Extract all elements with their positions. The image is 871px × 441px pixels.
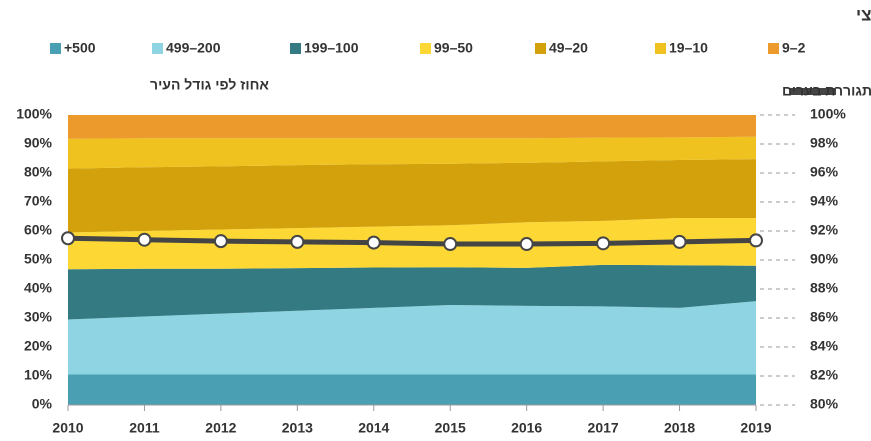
legend-label: 9–2 [782,40,806,56]
area [68,374,756,405]
legend-label: 499–200 [166,40,221,56]
legend-label: 199–100 [304,40,359,56]
y2-tick-label: 98% [810,135,839,151]
legend-label: +500 [64,40,96,56]
x-tick-label: 2017 [588,420,619,436]
point [749,233,763,248]
point [519,237,534,252]
y-tick-label: 10% [24,367,53,383]
legend-swatch [420,43,431,54]
x-tick-label: 2016 [511,420,542,436]
y-tick-label: 20% [24,338,53,354]
x-tick-label: 2011 [129,420,160,436]
x-tick-label: 2015 [435,420,466,436]
legend-label: 49–20 [549,40,588,56]
y2-tick-label: 88% [810,280,839,296]
legend-swatch [535,43,546,54]
legend-swatch [768,43,779,54]
y2-tick-label: 100% [810,106,846,122]
x-tick-label: 2012 [205,420,236,436]
legend-label: 99–50 [434,40,473,56]
area [68,264,756,320]
legend-swatch [790,88,836,95]
point [596,236,611,251]
point [672,234,687,249]
legend-label: 19–10 [669,40,708,56]
y2-tick-label: 92% [810,222,839,238]
legend-swatch [655,43,666,54]
y-tick-label: 70% [24,193,53,209]
y-tick-label: 90% [24,135,53,151]
y-tick-label: 30% [24,309,53,325]
area [68,136,756,169]
y2-tick-label: 86% [810,309,839,325]
area [68,301,756,375]
x-tick-label: 2018 [664,420,695,436]
y2-tick-label: 94% [810,193,839,209]
y-axis-label: אחוז לפי גודל העיר [150,77,269,93]
y-tick-label: 50% [24,251,53,267]
x-tick-label: 2019 [740,420,771,436]
y2-tick-label: 80% [810,396,839,412]
y-tick-label: 80% [24,164,53,180]
point [443,237,458,252]
x-tick-label: 2010 [52,420,83,436]
legend-swatch [50,43,61,54]
area [68,115,756,139]
area [68,159,756,233]
point [137,232,152,247]
legend-swatch [152,43,163,54]
y2-tick-label: 96% [810,164,839,180]
line [67,235,757,247]
point [213,234,228,249]
chart-title: א. ארצי [856,5,871,24]
point [366,235,381,250]
y-tick-label: 60% [24,222,53,238]
point [290,234,305,249]
y-tick-label: 0% [32,396,53,412]
x-tick-label: 2014 [358,420,389,436]
y2-tick-label: 90% [810,251,839,267]
legend-label: אחוז האוכלוסייה המתגוררת בערים [782,83,871,99]
legend-swatch [290,43,301,54]
y2-tick-label: 82% [810,367,839,383]
y2-tick-label: 84% [810,338,839,354]
x-tick-label: 2013 [282,420,313,436]
y-tick-label: 40% [24,280,53,296]
point [61,231,75,246]
y-tick-label: 100% [16,106,52,122]
